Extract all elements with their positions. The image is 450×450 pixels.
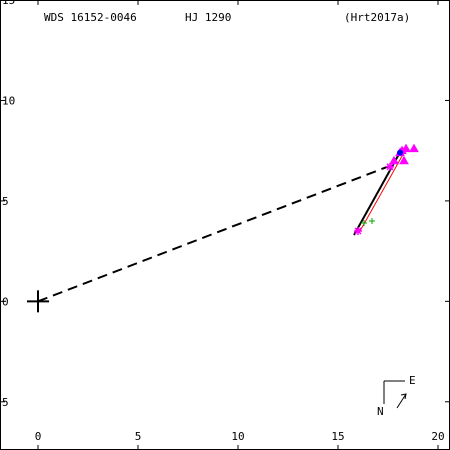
y-tick-label: 5 [2,195,9,208]
compass-north-label: N [377,405,384,418]
plus-point [369,217,375,224]
asterisk-point [386,162,394,171]
compass: E N [377,374,416,418]
reference-label: (Hrt2017a) [344,11,410,24]
asterisk-point [354,227,362,236]
asterisk-stroke [386,163,394,171]
star-name-label: HJ 1290 [185,11,231,24]
y-tick-label: 5 [2,396,9,409]
x-tick-label: 20 [431,430,444,443]
y-tick-label: 10 [2,94,15,107]
dot-point [397,149,403,156]
x-tick-label: 5 [135,430,142,443]
line-of-nodes [37,161,399,303]
wds-label: WDS 16152-0046 [44,11,137,24]
x-tick-label: 15 [331,430,344,443]
x-tick-label: 0 [35,430,42,443]
y-tick-label: 15 [2,0,15,7]
x-tick-label: 10 [231,430,244,443]
y-tick-label: 0 [2,295,9,308]
triangle-point [399,155,409,165]
motion-arrow-shaft [396,393,407,409]
asterisk-stroke [354,227,362,235]
observation-markers [27,143,419,313]
compass-east-label: E [409,374,416,387]
axis-tick-labels: 0 5 10 15 20 15 10 5 0 5 [2,0,445,443]
triangle-point [389,155,399,165]
residual-line [359,152,405,232]
triangle-point [409,143,419,153]
plus-point [361,219,367,226]
motion-arrow-head [400,393,407,400]
